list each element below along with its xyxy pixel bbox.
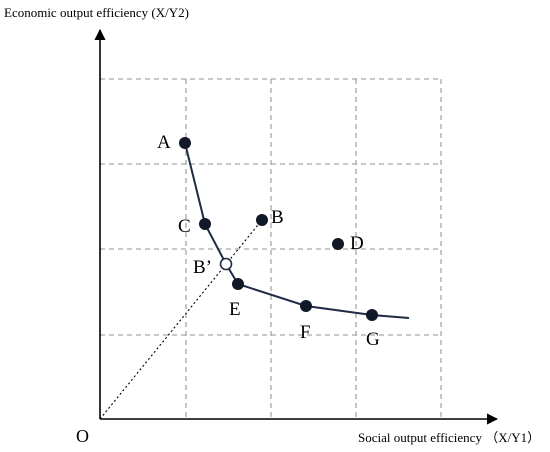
point-a-label: A (157, 132, 171, 153)
point-b-prime-label: B’ (193, 257, 212, 278)
point-b-marker (256, 214, 268, 226)
point-f-label: F (300, 322, 311, 343)
point-b-prime: B’ (193, 257, 233, 278)
point-d: D (332, 233, 364, 254)
point-d-marker (332, 238, 344, 250)
point-a-marker (179, 137, 191, 149)
point-c: C (178, 216, 211, 237)
point-g: G (366, 309, 380, 350)
x-axis-title: Social output efficiency （X/Y1） (358, 430, 540, 445)
point-a: A (157, 132, 191, 153)
point-g-label: G (366, 329, 380, 350)
point-g-marker (366, 309, 378, 321)
point-e-marker (232, 278, 244, 290)
origin-label: O (76, 426, 89, 446)
point-b-label: B (271, 207, 284, 228)
point-e-label: E (229, 299, 241, 320)
y-axis-title: Economic output efficiency (X/Y2) (4, 5, 189, 20)
point-c-label: C (178, 216, 191, 237)
grid (100, 78, 442, 418)
point-f: F (300, 300, 312, 343)
point-d-label: D (350, 233, 364, 254)
point-b: B (256, 207, 284, 228)
point-b-prime-marker (219, 257, 233, 271)
point-e: E (229, 278, 244, 320)
point-f-marker (300, 300, 312, 312)
efficiency-frontier (184, 142, 410, 319)
point-c-marker (199, 218, 211, 230)
